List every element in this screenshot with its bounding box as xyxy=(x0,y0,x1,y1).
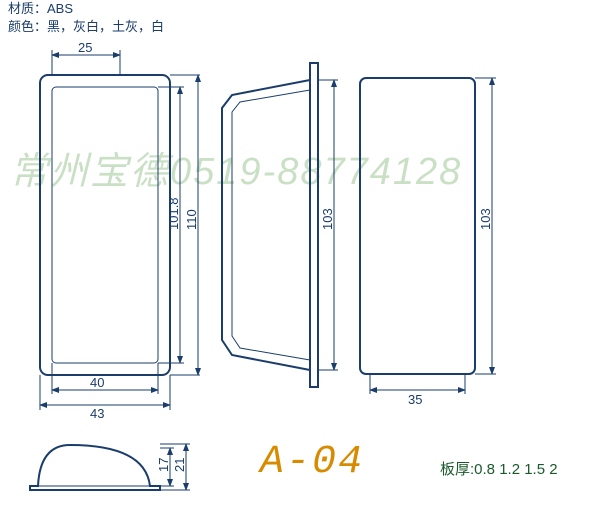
dim-h-inner: 101.8 xyxy=(166,197,181,230)
dim-h-outer: 110 xyxy=(184,209,199,230)
profile-view: 17 21 xyxy=(30,444,190,490)
side-view-1: 103 xyxy=(222,63,338,387)
front-view: 25 101.8 110 40 43 xyxy=(40,40,200,421)
dim-profile-21: 21 xyxy=(172,458,187,472)
dim-b-43: 43 xyxy=(90,406,104,421)
dim-side2-w: 35 xyxy=(408,392,422,407)
drawing-canvas: 25 101.8 110 40 43 103 xyxy=(0,0,597,506)
dim-top-25: 25 xyxy=(78,40,92,55)
dim-side1-h: 103 xyxy=(320,208,335,230)
thickness-values: 0.8 1.2 1.5 2 xyxy=(474,461,557,478)
dim-profile-17: 17 xyxy=(156,458,171,472)
dim-b-40: 40 xyxy=(90,375,104,390)
thickness-label: 板厚: xyxy=(440,461,474,478)
dim-side2-h: 103 xyxy=(478,208,493,230)
side-view-2: 103 35 xyxy=(360,78,496,407)
model-number: A-04 xyxy=(260,440,364,485)
thickness-line: 板厚:0.8 1.2 1.5 2 xyxy=(440,458,558,479)
